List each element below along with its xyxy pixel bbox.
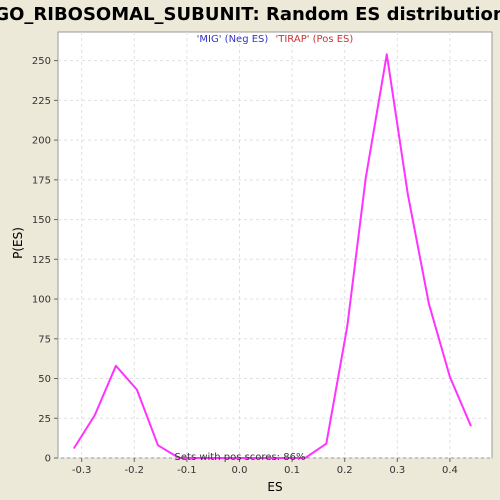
legend-entry-neg: 'MIG' (Neg ES) bbox=[197, 34, 269, 45]
y-tick-label: 100 bbox=[32, 295, 51, 306]
svg-text:'MIG' (Neg ES) 'TIRAP' (: 'MIG' (Neg ES) 'TIRAP' (Pos ES) bbox=[197, 34, 354, 45]
x-axis-label: ES bbox=[267, 480, 282, 494]
y-tick-label: 0 bbox=[45, 454, 51, 465]
x-tick-label: 0.0 bbox=[232, 465, 248, 476]
x-tick-label: 0.1 bbox=[284, 465, 300, 476]
y-tick-label: 25 bbox=[38, 414, 51, 425]
y-tick-label: 175 bbox=[32, 175, 51, 186]
x-tick-label: 0.3 bbox=[389, 465, 405, 476]
pos-scores-annotation: Sets with pos scores: 86% bbox=[175, 452, 306, 463]
x-tick-label: -0.3 bbox=[72, 465, 92, 476]
plot-area bbox=[58, 32, 492, 458]
y-tick-label: 150 bbox=[32, 215, 51, 226]
y-axis-label: P(ES) bbox=[11, 227, 25, 259]
legend-entry-pos: 'TIRAP' (Pos ES) bbox=[276, 34, 354, 45]
x-tick-label: -0.1 bbox=[177, 465, 197, 476]
y-tick-label: 250 bbox=[32, 56, 51, 67]
y-tick-label: 200 bbox=[32, 136, 51, 147]
y-tick-label: 75 bbox=[38, 334, 51, 345]
y-tick-label: 50 bbox=[38, 374, 51, 385]
x-tick-label: -0.2 bbox=[125, 465, 145, 476]
legend: 'MIG' (Neg ES) 'TIRAP' (Pos ES) bbox=[197, 34, 354, 45]
chart-title: GO_RIBOSOMAL_SUBUNIT: Random ES distribu… bbox=[0, 4, 500, 25]
x-tick-label: 0.4 bbox=[442, 465, 458, 476]
y-tick-label: 125 bbox=[32, 255, 51, 266]
y-tick-label: 225 bbox=[32, 96, 51, 107]
x-tick-label: 0.2 bbox=[337, 465, 353, 476]
